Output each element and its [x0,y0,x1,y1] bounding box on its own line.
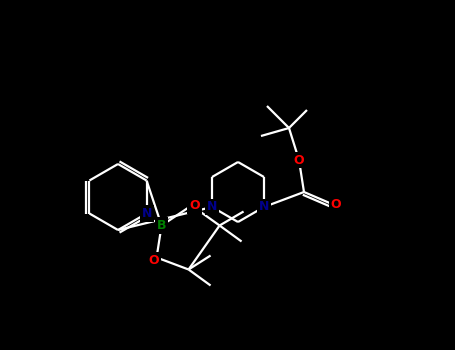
Text: N: N [259,201,269,214]
Text: B: B [157,219,167,232]
Text: O: O [293,154,304,167]
Text: O: O [331,197,341,210]
Text: N: N [142,207,152,220]
Text: N: N [207,201,217,214]
Text: O: O [189,199,200,212]
Text: O: O [148,254,159,267]
